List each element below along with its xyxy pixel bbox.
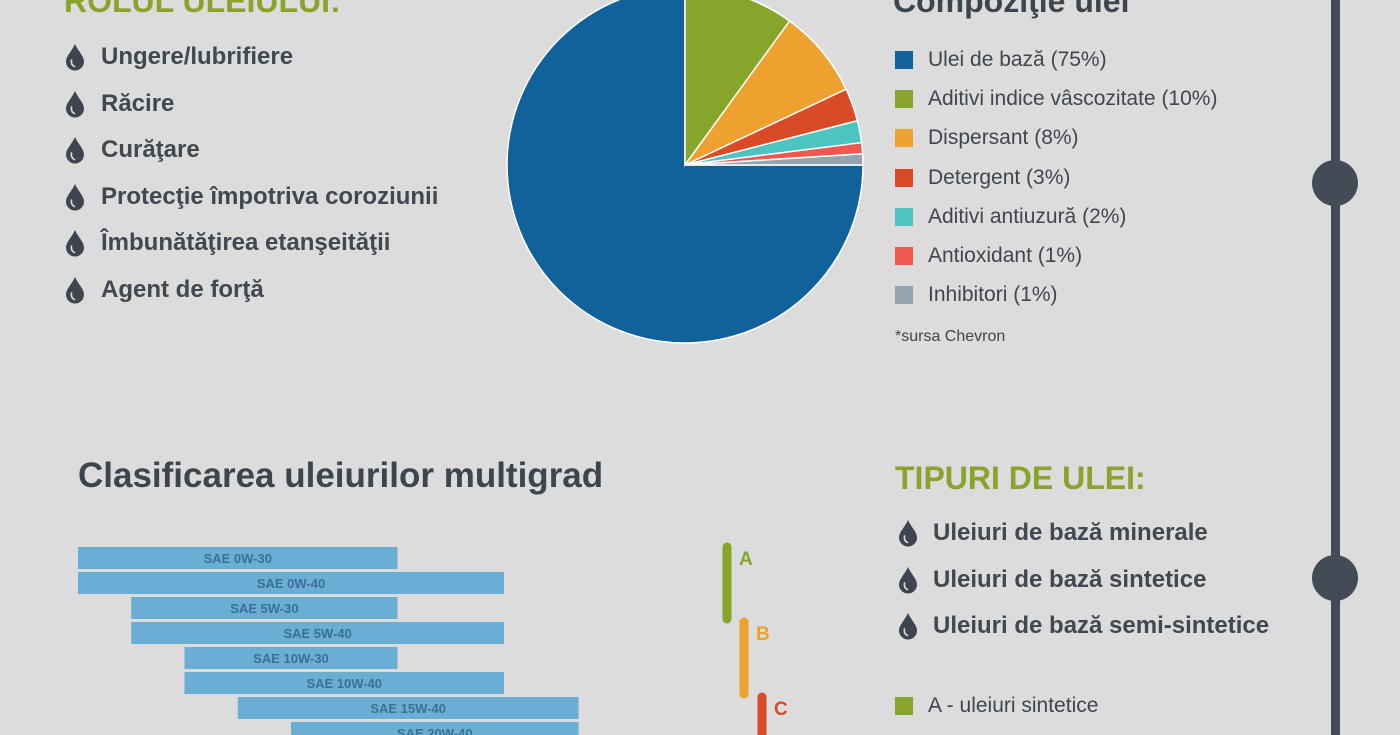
role-item: Agent de forţă [64, 267, 438, 314]
drop-icon [64, 183, 86, 211]
composition-title: Compoziţie ulei [893, 0, 1130, 19]
pie-slice [506, 0, 864, 344]
range-bar-label: SAE 10W-30 [253, 651, 329, 666]
types-title: TIPURI DE ULEI: [895, 460, 1146, 496]
timeline-dot [1312, 160, 1358, 206]
role-item-label: Protecţie împotriva coroziunii [101, 182, 439, 210]
legend-swatch [895, 207, 913, 226]
drop-icon [64, 229, 86, 257]
drop-icon [897, 519, 919, 547]
legend-swatch [895, 286, 913, 305]
pie-slice [684, 19, 848, 166]
legend-label: Inhibitori (1%) [928, 283, 1058, 307]
timeline-line [1331, 0, 1340, 735]
oil-type-item-label: Uleiuri de bază minerale [933, 519, 1208, 547]
range-bar [131, 622, 504, 644]
legend-swatch [895, 168, 913, 187]
legend-item: Ulei de bază (75%) [895, 40, 1217, 79]
role-item: Ungere/lubrifiere [64, 34, 438, 81]
classification-range-chart: SAE 0W-30 SAE 0W-40 SAE 5W-30 SAE 5W-40 SAE … [78, 542, 788, 735]
range-bar-label: SAE 10W-40 [306, 676, 382, 691]
legend-swatch [895, 89, 913, 108]
drop-icon [64, 276, 86, 304]
range-bar [184, 672, 504, 694]
classification-title: Clasificarea uleiurilor multigrad [78, 456, 604, 495]
role-item-label: Agent de forţă [101, 275, 264, 303]
legend-item: Aditivi indice vâscozitate (10%) [895, 79, 1217, 118]
range-bar [78, 547, 398, 569]
category-legend-label: A - uleiuri sintetice [928, 694, 1099, 717]
legend-item: Antioxidant (1%) [895, 236, 1217, 275]
group-label: B [756, 624, 770, 645]
legend-swatch [895, 247, 913, 266]
composition-legend: Ulei de bază (75%) Aditivi indice vâscozi… [895, 40, 1217, 315]
composition-pie-chart [506, 0, 864, 344]
group-label: A [739, 549, 753, 570]
drop-icon [64, 43, 86, 71]
legend-label: Detergent (3%) [928, 165, 1071, 189]
role-item-label: Răcire [101, 89, 175, 117]
timeline-dot [1312, 555, 1358, 601]
role-item: Protecţie împotriva coroziunii [64, 174, 438, 221]
pie-slice [684, 0, 791, 168]
range-bar-label: SAE 0W-30 [204, 551, 272, 566]
drop-icon [64, 136, 86, 164]
oil-type-item: Uleiuri de bază sintetice [897, 557, 1269, 604]
range-bar-label: SAE 5W-40 [283, 626, 351, 641]
legend-swatch [895, 50, 913, 69]
role-item: Curăţare [64, 127, 438, 174]
range-bar [237, 697, 579, 719]
range-bar-label: SAE 15W-40 [370, 701, 446, 716]
range-bar-label: SAE 5W-30 [230, 601, 298, 616]
legend-label: Aditivi antiuzură (2%) [928, 204, 1127, 228]
category-swatch-a [895, 697, 913, 715]
oil-type-item-label: Uleiuri de bază semi-sintetice [933, 612, 1270, 640]
role-item-label: Îmbunătăţirea etanşeităţii [101, 229, 391, 257]
oil-type-item: Uleiuri de bază semi-sintetice [897, 603, 1269, 650]
legend-label: Aditivi indice vâscozitate (10%) [928, 86, 1218, 110]
role-item-label: Ungere/lubrifiere [101, 43, 294, 71]
range-bar [291, 722, 579, 735]
role-item: Răcire [64, 81, 438, 128]
legend-swatch [895, 129, 913, 148]
range-bar [78, 572, 504, 594]
legend-item: Detergent (3%) [895, 158, 1217, 197]
oil-type-item: Uleiuri de bază minerale [897, 510, 1269, 557]
role-item-label: Curăţare [101, 136, 200, 164]
legend-item: Aditivi antiuzură (2%) [895, 197, 1217, 236]
group-label: C [774, 699, 788, 720]
oil-type-item-label: Uleiuri de bază sintetice [933, 565, 1207, 593]
range-bar [131, 597, 398, 619]
drop-icon [64, 90, 86, 118]
drop-icon [897, 566, 919, 594]
legend-item: Inhibitori (1%) [895, 276, 1217, 315]
legend-label: Antioxidant (1%) [928, 244, 1083, 268]
pie-slice [684, 153, 864, 166]
legend-item: Dispersant (8%) [895, 119, 1217, 158]
roles-list: Ungere/lubrifiere Răcire Curăţare Protecţie… [64, 34, 438, 313]
range-bar-label: SAE 0W-40 [257, 576, 325, 591]
drop-icon [897, 612, 919, 640]
role-item: Îmbunătăţirea etanşeităţii [64, 220, 438, 267]
legend-label: Dispersant (8%) [928, 126, 1079, 150]
types-list: Uleiuri de bază minerale Uleiuri de bază … [897, 510, 1269, 650]
range-bar-label: SAE 20W-40 [397, 726, 473, 735]
legend-label: Ulei de bază (75%) [928, 47, 1107, 71]
composition-source: *sursa Chevron [895, 328, 1006, 345]
category-legend-a: A - uleiuri sintetice [895, 694, 1098, 718]
roles-title: ROLUL ULEIULUI: [64, 0, 341, 19]
range-bar [184, 647, 398, 669]
